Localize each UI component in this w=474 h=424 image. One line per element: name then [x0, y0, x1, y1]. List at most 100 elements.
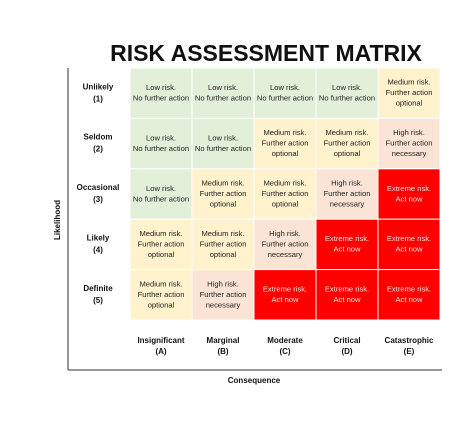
column-code: (D) [341, 347, 352, 356]
cell [129, 168, 193, 220]
column-label: Catastrophic [385, 336, 434, 345]
cell-text: Further action [386, 139, 433, 148]
cell-text: Further action [262, 189, 309, 198]
cell-text: Further action [138, 239, 185, 248]
cell-text: Medium risk. [263, 179, 306, 188]
cell [377, 218, 441, 271]
cell-text: optional [272, 149, 299, 158]
cell-text: Act now [395, 245, 423, 254]
cell-text: optional [210, 200, 237, 209]
cell [191, 218, 255, 271]
column-code: (B) [217, 347, 228, 356]
cell [129, 218, 193, 271]
row-label: Likely [87, 234, 110, 243]
cell-text: Act now [333, 295, 361, 304]
x-axis-label: Consequence [228, 376, 281, 385]
cell [315, 67, 379, 119]
row-label: Occasional [77, 183, 120, 192]
row-label: Unlikely [83, 82, 114, 91]
cell-text: Medium risk. [325, 128, 368, 137]
cell [377, 269, 441, 321]
column-code: (C) [279, 347, 290, 356]
cell-text: No further action [319, 93, 375, 102]
cell-text: necessary [330, 200, 365, 209]
cell-text: No further action [257, 93, 313, 102]
cell [191, 117, 255, 170]
cell-text: Further action [200, 189, 247, 198]
cell-text: Low risk. [208, 83, 238, 92]
cell-text: Further action [200, 239, 247, 248]
cell [253, 218, 317, 271]
row-code: (1) [93, 94, 103, 103]
cell-text: Act now [271, 295, 299, 304]
cell-text: Act now [395, 295, 423, 304]
cell-text: Act now [395, 194, 423, 203]
cell-text: Medium risk. [201, 179, 244, 188]
row-code: (3) [93, 195, 103, 204]
cell-text: Medium risk. [263, 128, 306, 137]
cell-text: No further action [195, 144, 251, 153]
cell-text: Low risk. [208, 133, 238, 142]
cell-text: Extreme risk. [387, 285, 431, 294]
row-code: (4) [93, 246, 103, 255]
cell [377, 67, 441, 119]
cell-text: No further action [133, 144, 189, 153]
cell [315, 269, 379, 321]
cell-text: necessary [392, 149, 427, 158]
cell-text: optional [148, 300, 175, 309]
cell [129, 117, 193, 170]
cell-text: Low risk. [270, 83, 300, 92]
cell-text: Further action [324, 139, 371, 148]
column-code: (E) [404, 347, 415, 356]
cell-text: necessary [268, 250, 303, 259]
cell-text: Low risk. [146, 184, 176, 193]
cell-text: Extreme risk. [325, 285, 369, 294]
column-code: (A) [155, 347, 166, 356]
cell-text: Act now [333, 245, 361, 254]
cell-text: High risk. [331, 179, 363, 188]
column-label: Critical [333, 336, 360, 345]
column-label: Marginal [207, 336, 240, 345]
cell-text: Further action [138, 290, 185, 299]
cell-text: Further action [386, 88, 433, 97]
cell [191, 269, 255, 321]
row-label: Seldom [84, 133, 113, 142]
cell-text: optional [334, 149, 361, 158]
cell-text: Extreme risk. [325, 234, 369, 243]
cell-text: optional [396, 99, 423, 108]
row-code: (2) [93, 145, 103, 154]
cell [191, 67, 255, 119]
y-axis-label: Likelihood [53, 200, 62, 240]
column-label: Moderate [267, 336, 303, 345]
cell [129, 67, 193, 119]
cell-text: Medium risk. [139, 279, 182, 288]
cell-text: Further action [262, 139, 309, 148]
cell-text: Medium risk. [201, 229, 244, 238]
cell-text: Further action [262, 239, 309, 248]
cell-text: Further action [324, 189, 371, 198]
cell-text: No further action [133, 194, 189, 203]
cell [253, 67, 317, 119]
row-label: Definite [83, 284, 113, 293]
column-label: Insignificant [137, 336, 184, 345]
cell-text: Low risk. [146, 83, 176, 92]
cell-text: Low risk. [332, 83, 362, 92]
cell-text: Extreme risk. [387, 234, 431, 243]
cell [129, 269, 193, 321]
cell-text: High risk. [207, 279, 239, 288]
cell-text: High risk. [269, 229, 301, 238]
cell-text: optional [272, 200, 299, 209]
cell-text: Further action [200, 290, 247, 299]
row-code: (5) [93, 296, 103, 305]
cell [315, 168, 379, 220]
cell [253, 269, 317, 321]
cell-text: Extreme risk. [387, 184, 431, 193]
cell-text: optional [210, 250, 237, 259]
cell-text: High risk. [393, 128, 425, 137]
cell-text: Extreme risk. [263, 285, 307, 294]
title: RISK ASSESSMENT MATRIX [110, 40, 422, 66]
cell [377, 168, 441, 220]
cell-text: Medium risk. [387, 78, 430, 87]
cell-text: necessary [206, 300, 241, 309]
